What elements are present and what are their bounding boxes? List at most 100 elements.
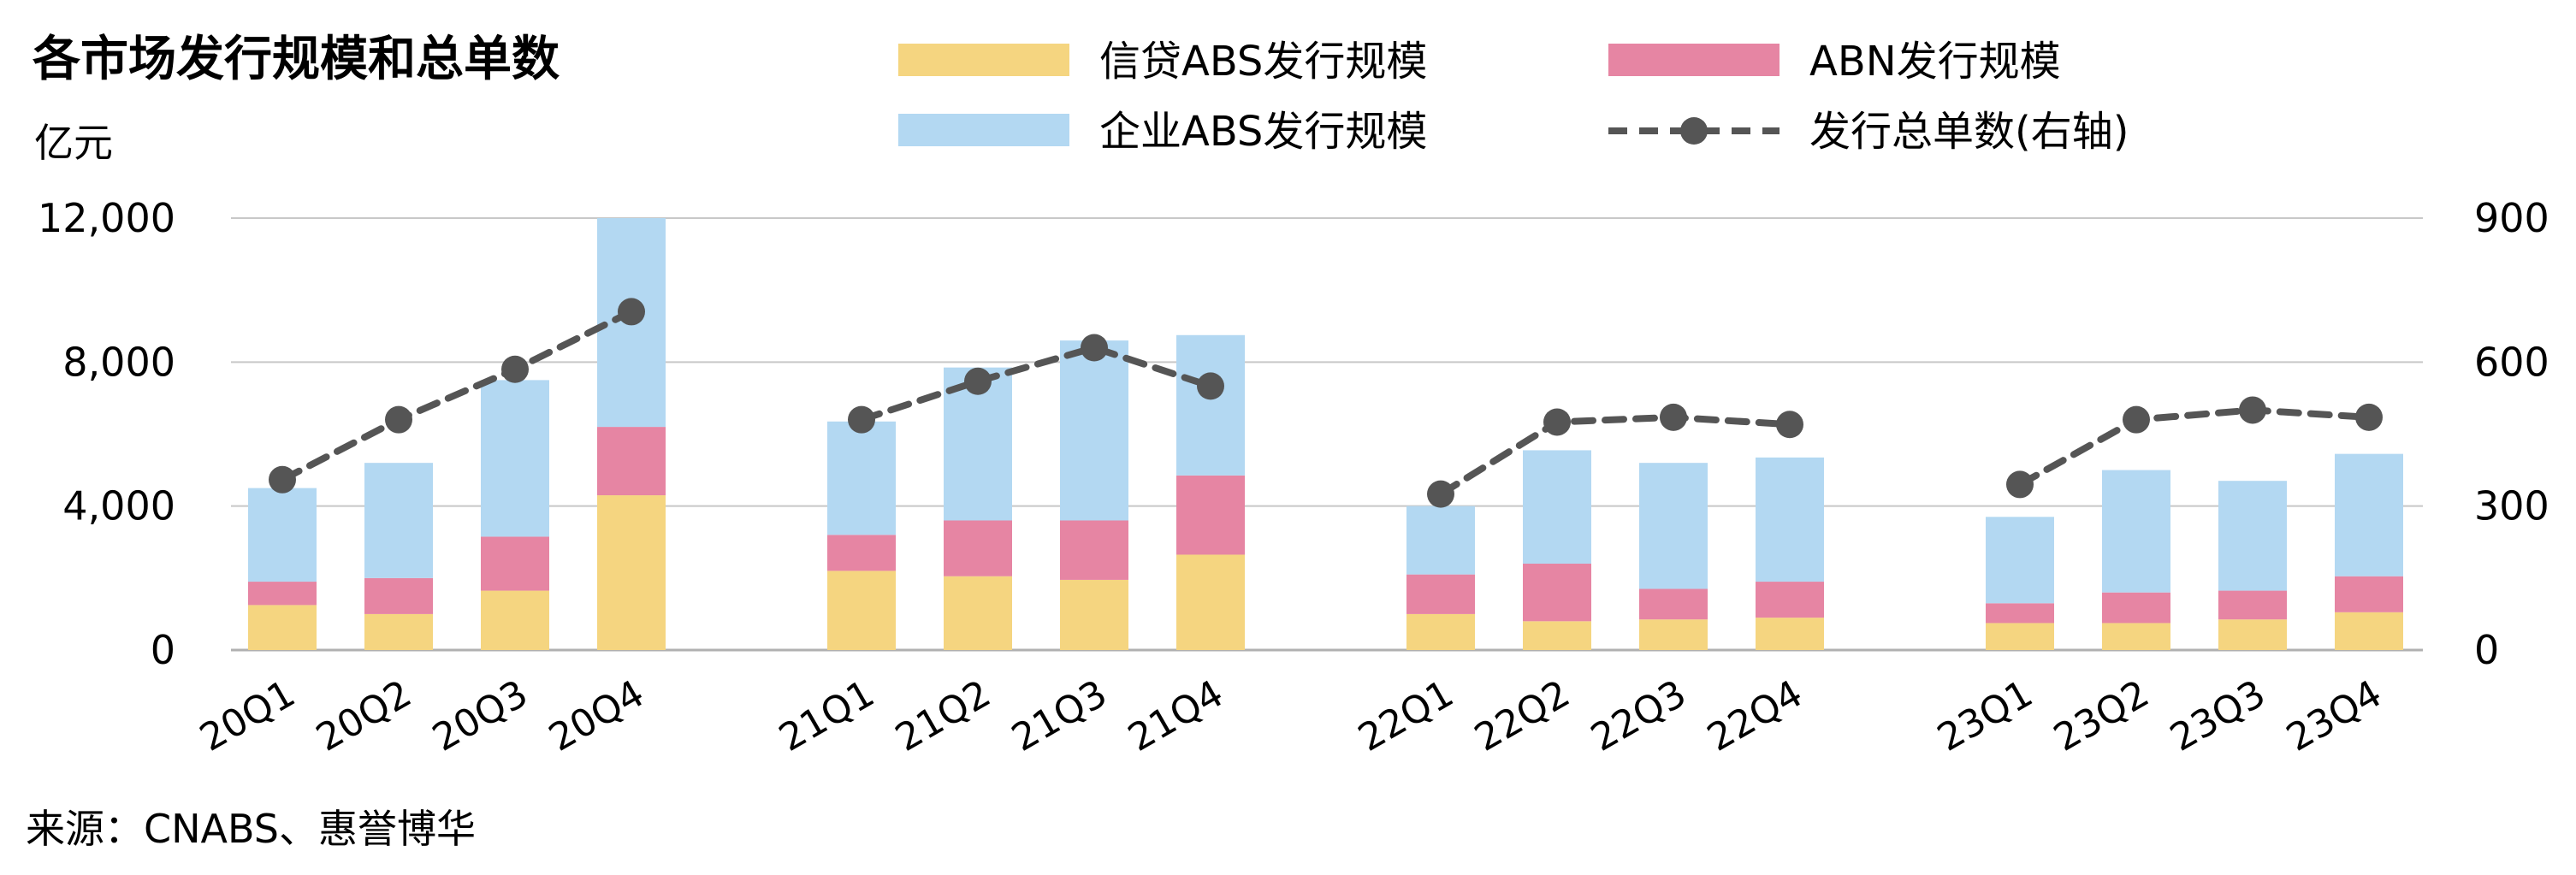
- bar-segment: [1986, 517, 2054, 604]
- legend-label: 企业ABS发行规模: [1099, 108, 1427, 156]
- line-point: [1197, 372, 1224, 400]
- legend-swatch: [898, 114, 1069, 146]
- bar-segment: [1060, 579, 1128, 650]
- source-note: 来源：CNABS、惠誉博华: [26, 806, 476, 852]
- y-right-tick-label: 600: [2474, 339, 2549, 385]
- legend-swatch: [898, 44, 1069, 76]
- bar-segment: [1986, 603, 2054, 624]
- bar-segment: [1756, 582, 1824, 618]
- x-tick-label: 22Q3: [1584, 671, 1693, 760]
- line-point: [385, 405, 412, 434]
- bar-segment: [1639, 463, 1708, 589]
- bar-segment: [1176, 554, 1245, 650]
- x-tick-label: 20Q2: [309, 671, 418, 760]
- bar-segment: [364, 577, 433, 614]
- legend-marker: [1680, 117, 1708, 145]
- line-point: [2006, 470, 2034, 499]
- bars: [248, 218, 2403, 650]
- x-tick-label: 22Q1: [1351, 671, 1460, 760]
- line-series: [269, 298, 2383, 508]
- line-point: [1776, 411, 1803, 439]
- line-point: [2355, 403, 2383, 431]
- line-point: [1081, 334, 1108, 362]
- line-point: [1660, 403, 1687, 431]
- bar-segment: [944, 576, 1012, 650]
- bar-segment: [1639, 619, 1708, 650]
- line-segment: [2016, 406, 2372, 488]
- bar-segment: [1176, 334, 1245, 476]
- bar-segment: [1523, 450, 1591, 564]
- bar-segment: [1176, 475, 1245, 555]
- x-tick-label: 22Q4: [1700, 671, 1809, 760]
- y-left-tick-label: 8,000: [62, 339, 175, 385]
- bar-segment: [827, 421, 896, 535]
- legend-swatch: [1608, 44, 1780, 76]
- bar-segment: [1406, 574, 1475, 614]
- bar-segment: [364, 463, 433, 578]
- bar-segment: [248, 605, 317, 650]
- bar-segment: [1986, 623, 2054, 650]
- bar-segment: [481, 380, 549, 537]
- line-point: [618, 298, 645, 326]
- bar-segment: [2218, 590, 2287, 620]
- bar-segment: [944, 520, 1012, 576]
- bar-segment: [2102, 623, 2170, 650]
- legend-label: ABN发行规模: [1809, 38, 2061, 86]
- bar-segment: [1406, 505, 1475, 575]
- bar-segment: [2102, 470, 2170, 593]
- y-left-tick-label: 0: [151, 627, 175, 673]
- line-point: [1427, 480, 1454, 508]
- x-tick-label: 21Q4: [1121, 671, 1230, 760]
- y-right-tick-label: 0: [2474, 627, 2499, 673]
- y-left-tick-label: 12,000: [38, 195, 175, 241]
- line-point: [501, 355, 529, 383]
- x-tick-label: 21Q3: [1004, 671, 1114, 760]
- bar-segment: [827, 535, 896, 571]
- y-right-tick-label: 900: [2474, 195, 2549, 241]
- bar-segment: [597, 427, 666, 496]
- bar-segment: [364, 613, 433, 650]
- x-tick-label: 23Q3: [2163, 671, 2272, 760]
- line-segment: [279, 308, 635, 483]
- x-tick-label: 23Q1: [1930, 671, 2040, 760]
- legend-label: 信贷ABS发行规模: [1099, 38, 1427, 86]
- bar-segment: [1639, 588, 1708, 620]
- bar-segment: [2335, 576, 2403, 612]
- y-left-tick-label: 4,000: [62, 483, 175, 529]
- line-point: [2239, 396, 2266, 424]
- y-right-tick-label: 300: [2474, 483, 2549, 529]
- gridlines: [231, 217, 2423, 652]
- line-point: [2123, 405, 2150, 434]
- x-tick-label: 21Q1: [772, 671, 881, 760]
- x-tick-label: 23Q4: [2279, 671, 2389, 760]
- bar-segment: [1406, 613, 1475, 650]
- bar-segment: [1523, 621, 1591, 650]
- bar-segment: [2335, 612, 2403, 650]
- bar-segment: [2218, 619, 2287, 650]
- x-tick-label: 22Q2: [1467, 671, 1577, 760]
- bar-segment: [1756, 457, 1824, 582]
- x-tick-label: 23Q2: [2046, 671, 2156, 760]
- bar-segment: [2335, 453, 2403, 576]
- bar-segment: [248, 582, 317, 606]
- bar-segment: [1060, 340, 1128, 521]
- x-tick-label: 20Q4: [542, 671, 651, 760]
- bar-segment: [1060, 520, 1128, 580]
- bar-segment: [2102, 592, 2170, 624]
- chart-title: 各市场发行规模和总单数: [33, 32, 560, 87]
- x-tick-label: 20Q1: [192, 671, 302, 760]
- bar-segment: [1523, 564, 1591, 622]
- line-point: [848, 405, 875, 434]
- legend-label: 发行总单数(右轴): [1809, 108, 2129, 156]
- bar-segment: [481, 590, 549, 650]
- y-axis-unit: 亿元: [34, 120, 113, 166]
- line-segment: [858, 344, 1214, 423]
- bar-segment: [481, 536, 549, 591]
- bar-segment: [827, 571, 896, 650]
- x-tick-label: 20Q3: [425, 671, 535, 760]
- line-point: [269, 465, 296, 494]
- bar-segment: [2218, 481, 2287, 591]
- bar-segment: [597, 495, 666, 650]
